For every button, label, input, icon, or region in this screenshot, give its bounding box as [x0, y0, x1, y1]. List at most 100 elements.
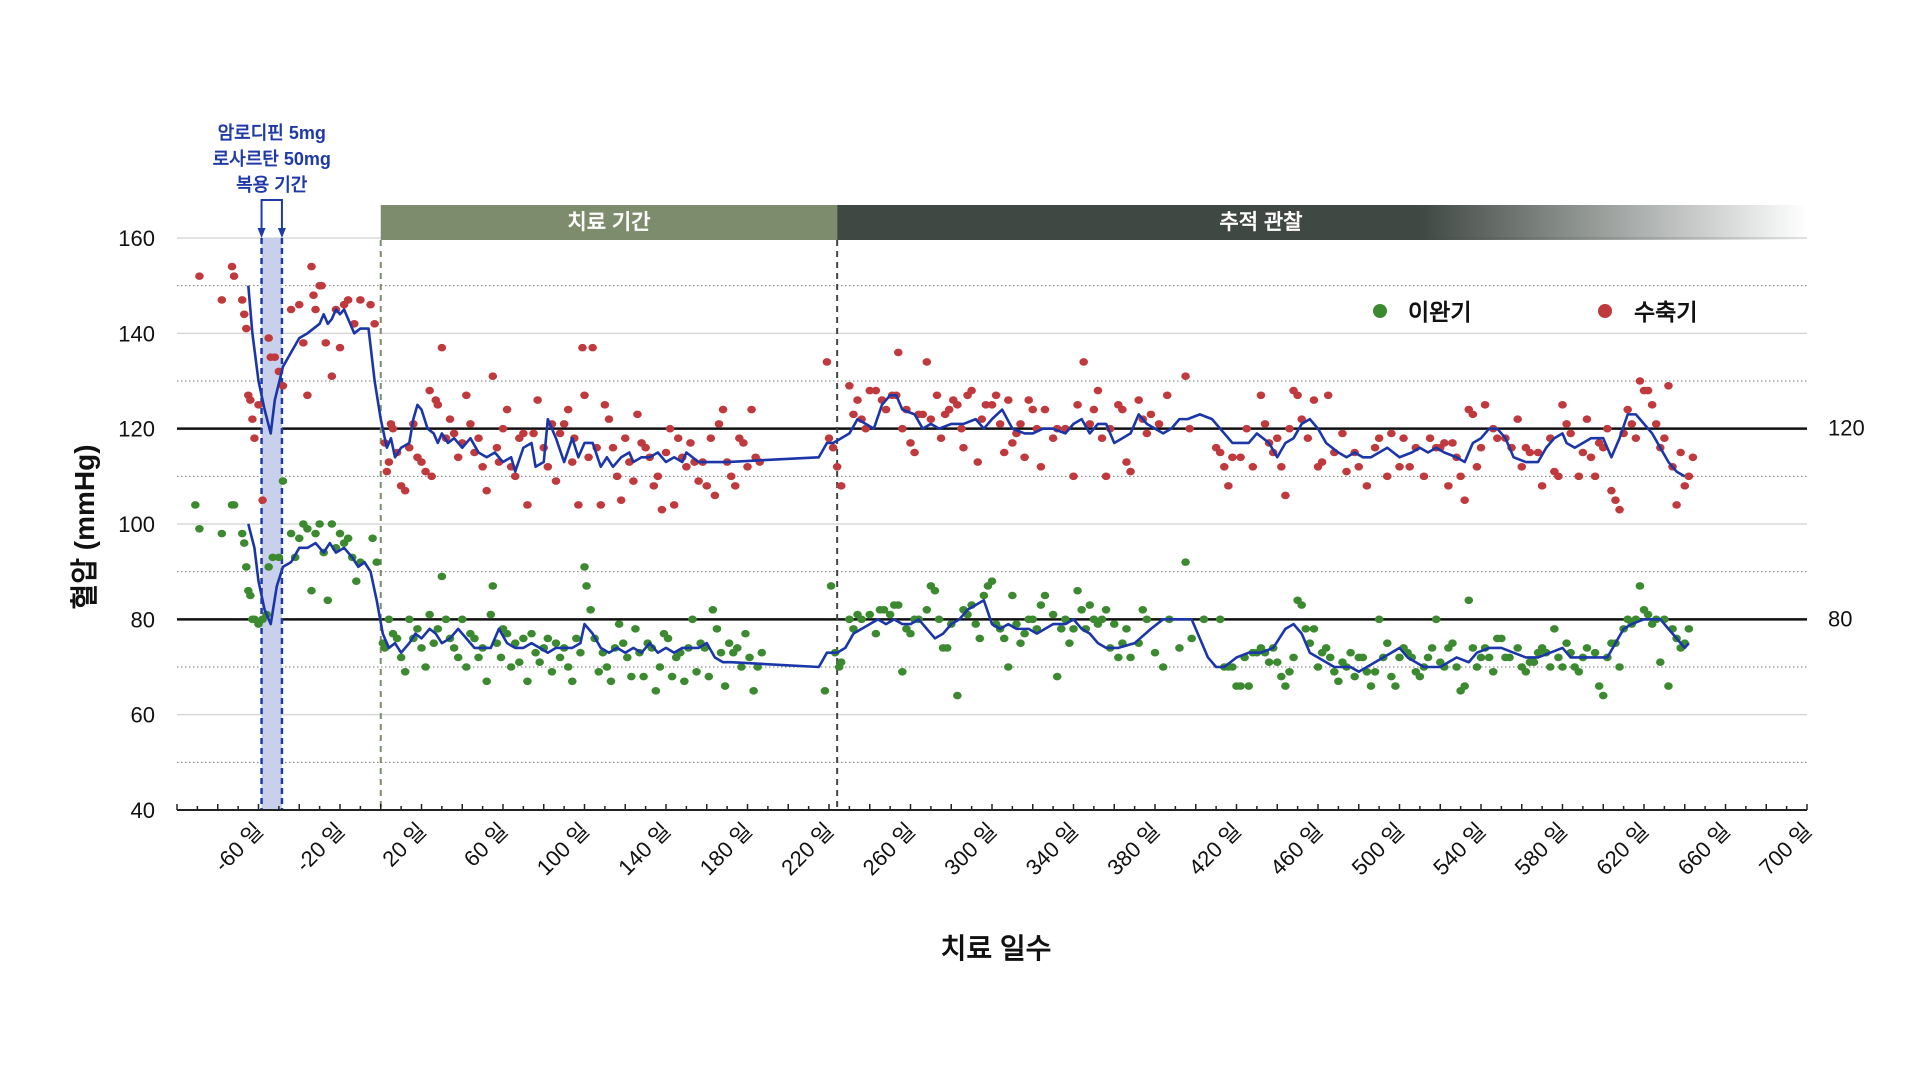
diastolic-point [627, 672, 636, 681]
diastolic-point [1497, 634, 1506, 643]
systolic-point [694, 477, 703, 485]
systolic-point [977, 415, 987, 423]
x-tick-label: 60 일 [459, 818, 513, 872]
systolic-point [861, 424, 870, 433]
systolic-point [1456, 472, 1465, 481]
systolic-point [453, 453, 463, 462]
systolic-point [1242, 424, 1251, 433]
diastolic-point [1281, 682, 1290, 690]
systolic-point [1643, 386, 1653, 395]
diastolic-point [934, 615, 944, 624]
diastolic-point [704, 672, 714, 681]
systolic-point [195, 272, 204, 280]
systolic-point [1016, 420, 1025, 428]
diastolic-point [1554, 653, 1563, 662]
systolic-point [299, 339, 308, 347]
systolic-point [294, 300, 304, 309]
diastolic-point [1048, 610, 1058, 619]
diastolic-point [1244, 682, 1254, 690]
x-tick-label: 700 일 [1754, 818, 1816, 880]
systolic-point [608, 443, 618, 452]
systolic-point [1660, 434, 1669, 443]
diastolic-point [1370, 667, 1380, 676]
systolic-point [865, 386, 875, 395]
systolic-point [1382, 472, 1392, 481]
systolic-point [270, 353, 280, 361]
systolic-point [1162, 391, 1172, 400]
diastolic-point [396, 653, 406, 662]
systolic-point [1676, 448, 1685, 457]
diastolic-point [543, 634, 553, 643]
x-tick-label: -60 일 [209, 818, 268, 877]
x-tick-label: 460 일 [1265, 818, 1327, 880]
diastolic-point [724, 639, 734, 647]
diastolic-point [1187, 634, 1196, 643]
x-tick-label: 100 일 [532, 818, 594, 880]
diastolic-point [1562, 639, 1571, 647]
systolic-point [1525, 448, 1535, 457]
systolic-point [498, 424, 508, 433]
diastolic-point [1264, 658, 1274, 667]
diastolic-point [1215, 615, 1225, 624]
systolic-point [726, 472, 736, 481]
systolic-point [1672, 501, 1681, 509]
systolic-point [822, 358, 832, 366]
diastolic-point [594, 667, 604, 676]
diastolic-point [433, 625, 443, 633]
diastolic-point [1109, 620, 1119, 628]
diastolic-point [264, 563, 273, 571]
systolic-point [1342, 467, 1351, 476]
systolic-point [311, 305, 320, 314]
diastolic-point [453, 653, 463, 662]
diastolic-point [1158, 663, 1168, 671]
diastolic-point [449, 644, 459, 652]
diastolic-point [1334, 677, 1343, 686]
systolic-point [1323, 391, 1333, 400]
diastolic-point [323, 596, 333, 605]
systolic-point [629, 477, 638, 485]
reference-label: 120 [1828, 416, 1865, 441]
diastolic-point [680, 677, 689, 686]
systolic-point [1146, 410, 1156, 419]
diastolic-point [602, 663, 612, 671]
systolic-point [237, 296, 247, 304]
diastolic-point [1199, 615, 1209, 624]
x-tick-label: 660 일 [1673, 818, 1735, 880]
systolic-point [1664, 381, 1673, 390]
systolic-point [1627, 420, 1637, 428]
systolic-point [502, 405, 512, 414]
diastolic-point [429, 639, 439, 647]
systolic-point [669, 501, 679, 509]
systolic-point [1468, 410, 1478, 419]
diastolic-point [1301, 625, 1311, 633]
y-tick-label: 40 [131, 798, 155, 823]
diastolic-point [1056, 625, 1066, 633]
diastolic-point [1664, 682, 1673, 690]
systolic-point [241, 324, 251, 333]
diastolic-point [229, 501, 239, 509]
x-tick-label: 420 일 [1184, 818, 1246, 880]
systolic-point [1460, 496, 1469, 504]
diastolic-point [1582, 644, 1592, 652]
diastolic-point [1464, 596, 1474, 605]
diastolic-point [953, 691, 962, 700]
systolic-point [845, 381, 854, 390]
diastolic-point [1358, 653, 1368, 662]
systolic-point [246, 396, 255, 404]
systolic-point [1607, 486, 1616, 495]
diastolic-point [1529, 658, 1539, 667]
systolic-point [1419, 472, 1429, 481]
systolic-point [278, 381, 288, 390]
diastolic-point [987, 577, 997, 585]
diastolic-point [1415, 672, 1425, 681]
legend-marker-diastolic [1373, 304, 1387, 318]
y-tick-label: 80 [131, 607, 155, 632]
systolic-point [604, 415, 614, 423]
diastolic-point [241, 563, 251, 571]
systolic-point [482, 486, 492, 495]
medication-band [261, 238, 282, 810]
medication-label: 암로디핀 5mg [218, 123, 326, 143]
diastolic-point [506, 663, 516, 671]
diastolic-point [486, 610, 496, 619]
systolic-point [710, 491, 720, 500]
